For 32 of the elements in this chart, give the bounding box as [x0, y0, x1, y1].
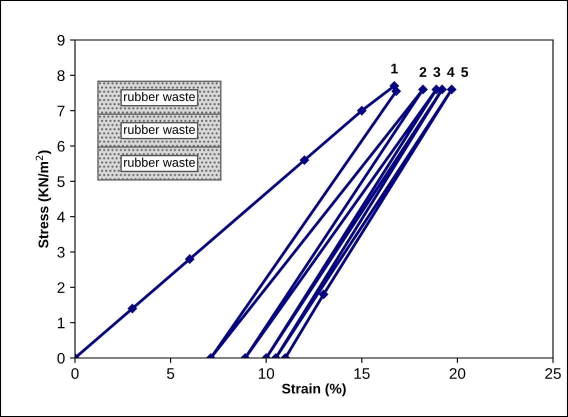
point — [418, 84, 428, 94]
annotation: rubber waste — [124, 124, 195, 134]
annotation: 2 — [420, 67, 426, 77]
point — [447, 84, 456, 94]
x-axis-title: Strain (%) — [282, 383, 346, 396]
y-tick-label: 4 — [57, 212, 65, 222]
y-tick-label: 9 — [58, 34, 65, 46]
point — [185, 254, 194, 264]
y-tick-label: 1 — [58, 318, 65, 328]
x-tick-label: 10 — [258, 368, 274, 379]
x-tick-label: 20 — [450, 368, 466, 379]
y-tick-label: 8 — [57, 70, 65, 82]
x-tick-label: 5 — [166, 368, 174, 379]
annotation: rubber waste — [124, 92, 195, 102]
x-tick-label: 0 — [71, 368, 79, 379]
y-axis-title: Stress (KN/m$^{2}$) — [36, 150, 52, 248]
point — [392, 86, 401, 96]
y-tick-label: 5 — [57, 176, 65, 188]
point — [300, 156, 310, 165]
y-tick-label: 6 — [58, 140, 65, 152]
annotation: rubber waste — [124, 158, 195, 167]
y-tick-label: 2 — [58, 282, 65, 293]
y-tick-label: 3 — [57, 246, 65, 258]
annotation: 4 — [447, 67, 455, 77]
annotation: 3 — [433, 67, 440, 78]
x-tick-label: 15 — [354, 368, 370, 379]
annotation: 1 — [391, 64, 398, 74]
x-tick-label: 25 — [545, 368, 561, 379]
annotation: 5 — [461, 67, 468, 77]
point — [357, 106, 366, 116]
y-tick-label: 7 — [58, 106, 65, 116]
y-tick-label: 0 — [57, 352, 65, 364]
